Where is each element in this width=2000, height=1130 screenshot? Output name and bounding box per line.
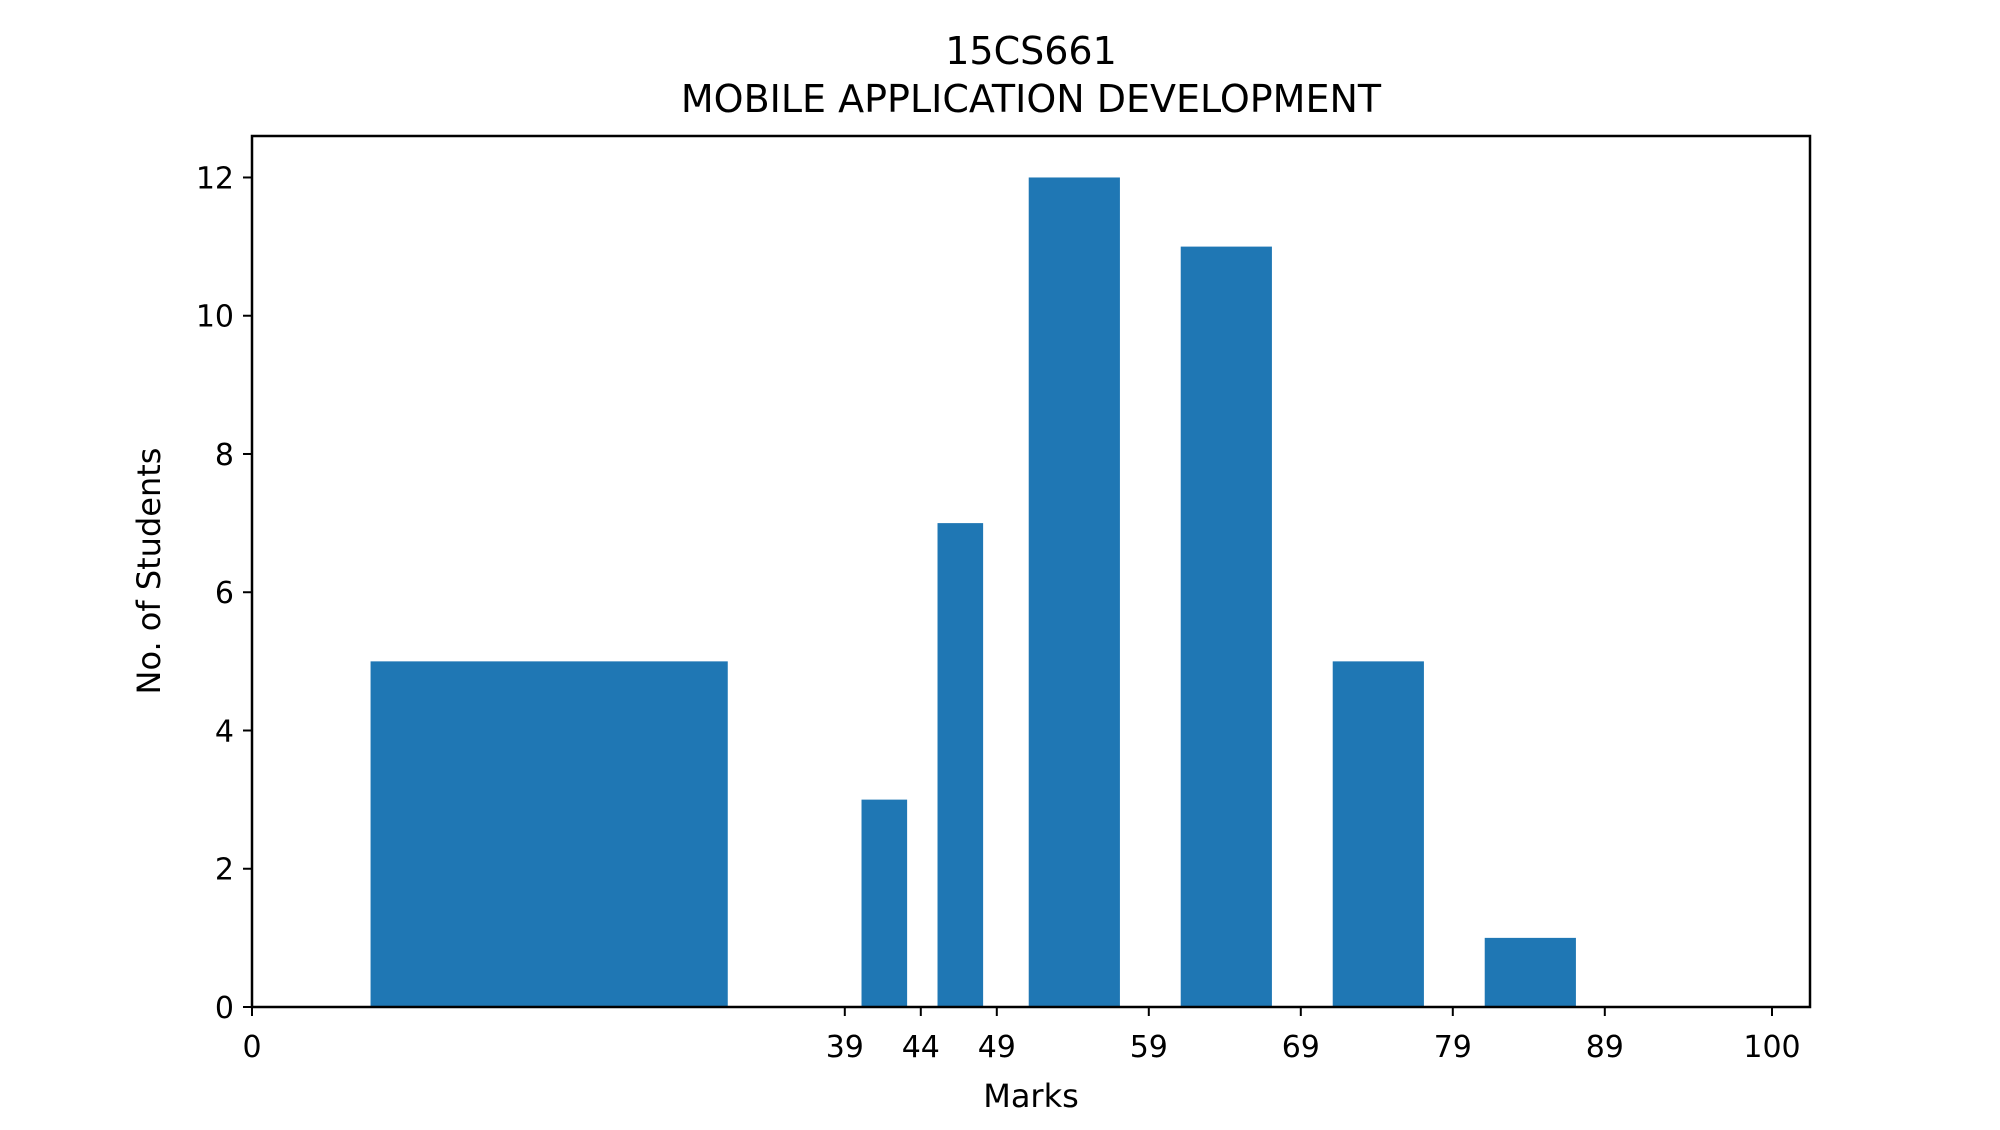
y-axis-ticks: 0 2 4 6 8 10 12 <box>196 161 252 1026</box>
x-axis-ticks: 0 39 44 49 59 69 79 89 100 <box>242 1007 1801 1065</box>
x-tick-label: 69 <box>1282 1030 1320 1065</box>
y-tick-label: 0 <box>215 991 234 1026</box>
y-tick-label: 12 <box>196 161 234 196</box>
x-tick-label: 44 <box>902 1030 940 1065</box>
chart-subtitle: MOBILE APPLICATION DEVELOPMENT <box>681 77 1382 121</box>
x-tick-label: 49 <box>978 1030 1016 1065</box>
y-tick-label: 4 <box>215 714 234 749</box>
chart-title: 15CS661 <box>945 29 1117 73</box>
bar-3 <box>937 523 984 1007</box>
x-tick-label: 39 <box>826 1030 864 1065</box>
y-tick-label: 6 <box>215 576 234 611</box>
bar-1 <box>370 661 728 1007</box>
bar-2 <box>861 799 908 1007</box>
plot-frame <box>250 134 1812 1009</box>
x-tick-label: 79 <box>1434 1030 1472 1065</box>
bar-4 <box>1028 177 1120 1007</box>
y-axis-label: No. of Students <box>130 448 168 695</box>
bar-6 <box>1332 661 1424 1007</box>
x-axis-label: Marks <box>983 1077 1079 1115</box>
y-tick-label: 8 <box>215 438 234 473</box>
x-tick-label: 100 <box>1743 1030 1800 1065</box>
y-tick-label: 10 <box>196 300 234 335</box>
bars-layer <box>370 177 1576 1008</box>
x-tick-label: 89 <box>1586 1030 1624 1065</box>
bar-7 <box>1484 937 1576 1007</box>
y-tick-label: 2 <box>215 853 234 888</box>
x-tick-label: 59 <box>1130 1030 1168 1065</box>
x-tick-label: 0 <box>242 1030 261 1065</box>
bar-5 <box>1180 246 1272 1008</box>
